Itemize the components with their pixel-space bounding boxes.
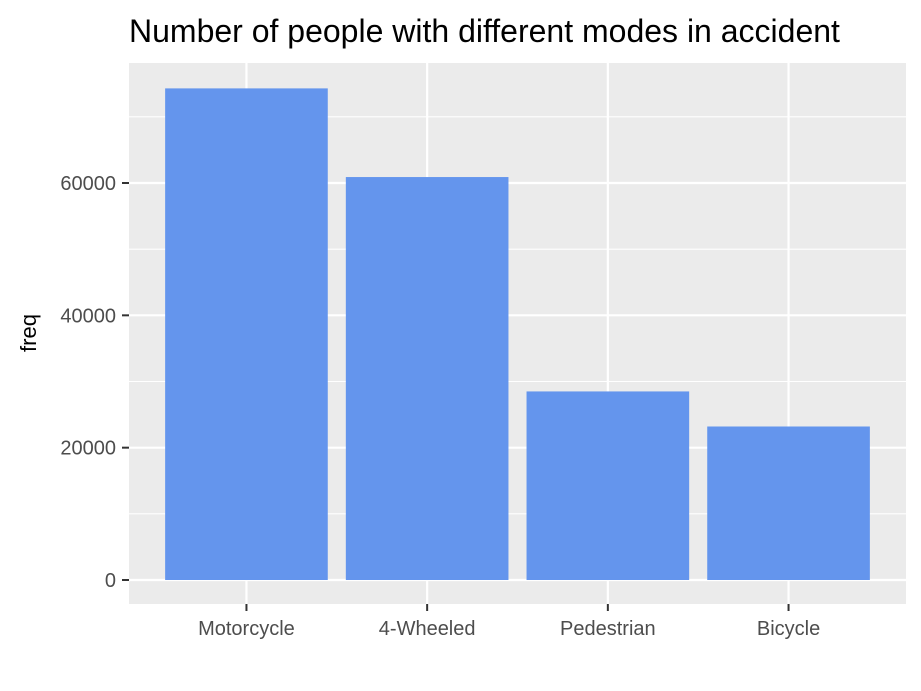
- bar-pedestrian: [526, 391, 690, 580]
- chart-title: Number of people with different modes in…: [129, 13, 840, 49]
- x-tick-label: Motorcycle: [198, 618, 295, 640]
- x-tick-label: Bicycle: [757, 618, 820, 640]
- y-tick-label: 40000: [60, 305, 116, 327]
- x-tick-label: 4-Wheeled: [379, 618, 476, 640]
- y-axis-title: freq: [16, 314, 41, 352]
- y-axis: 0 20000 40000 60000: [60, 173, 129, 592]
- bar-4-wheeled: [345, 177, 509, 581]
- y-tick-label: 0: [105, 570, 116, 592]
- bar-motorcycle: [165, 88, 328, 581]
- bar-bicycle: [707, 426, 870, 580]
- x-axis: Motorcycle 4-Wheeled Pedestrian Bicycle: [198, 604, 820, 640]
- y-tick-label: 20000: [60, 438, 116, 460]
- y-tick-label: 60000: [60, 173, 116, 195]
- x-tick-label: Pedestrian: [560, 618, 656, 640]
- bars: [165, 88, 870, 581]
